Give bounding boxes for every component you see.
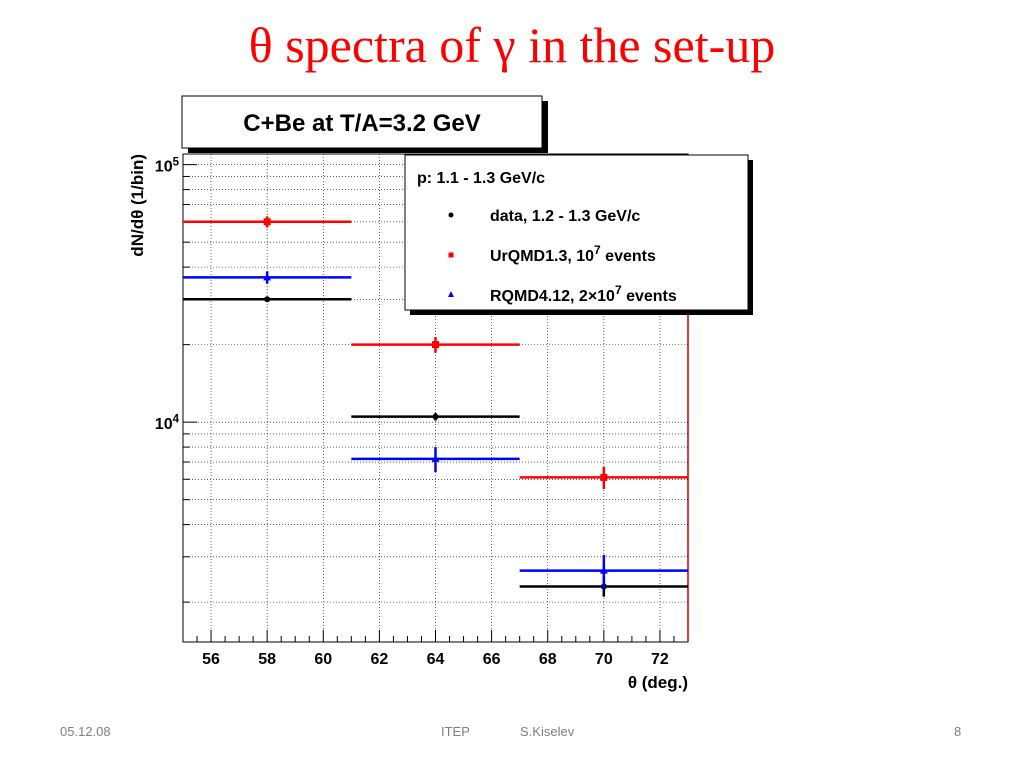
x-tick-label: 64 <box>427 651 445 668</box>
x-tick-label: 56 <box>202 651 220 668</box>
footer-institute: ITEP <box>441 724 470 739</box>
x-tick-label: 70 <box>595 651 613 668</box>
x-tick-label: 72 <box>651 651 669 668</box>
chart-title: C+Be at T/A=3.2 GeV <box>243 110 480 137</box>
x-axis-title: θ (deg.) <box>628 673 688 692</box>
theta-symbol: θ <box>248 17 273 73</box>
legend-box <box>404 154 749 311</box>
rqmd-point <box>263 273 272 281</box>
footer-author: S.Kiselev <box>520 724 575 739</box>
x-tick-label: 68 <box>539 651 557 668</box>
title-box <box>181 95 543 149</box>
data-point <box>432 413 439 420</box>
title-text-end: in the set-up <box>515 17 776 73</box>
gamma-symbol: γ <box>493 17 516 73</box>
x-tick-label: 58 <box>258 651 276 668</box>
y-axis-title: dN/dθ (1/bin) <box>128 154 147 257</box>
legend-entry-data: data, 1.2 - 1.3 GeV/c <box>490 208 640 225</box>
legend-marker-data <box>448 212 454 218</box>
y-tick-label: 104 <box>155 414 180 433</box>
footer-page-number: 8 <box>954 724 962 739</box>
urqmd-point <box>600 473 608 481</box>
data-point <box>264 296 271 303</box>
footer-date: 05.12.08 <box>60 724 111 739</box>
urqmd-point <box>432 341 439 349</box>
x-tick-label: 60 <box>314 651 332 668</box>
rqmd-point <box>431 454 440 462</box>
slide-title: θ spectra of γ in the set-up <box>0 14 1024 76</box>
legend-entry-urqmd: UrQMD1.3, 107 events <box>490 243 656 265</box>
x-tick-label: 66 <box>483 651 501 668</box>
legend-entry-rqmd: RQMD4.12, 2×107 events <box>490 283 677 305</box>
x-tick-label: 62 <box>370 651 388 668</box>
legend-marker-rqmd <box>448 291 454 297</box>
rqmd-point <box>599 566 608 574</box>
y-tick-label: 105 <box>155 156 180 175</box>
theta-spectrum-chart: 56 58 60 62 64 66 68 70 72 104 105 θ (deg.) dN/dθ (1… <box>128 95 753 692</box>
title-text: spectra of <box>272 17 494 73</box>
legend-marker-urqmd <box>448 252 454 258</box>
urqmd-point <box>263 218 271 226</box>
legend-header: p: 1.1 - 1.3 GeV/c <box>417 170 545 187</box>
